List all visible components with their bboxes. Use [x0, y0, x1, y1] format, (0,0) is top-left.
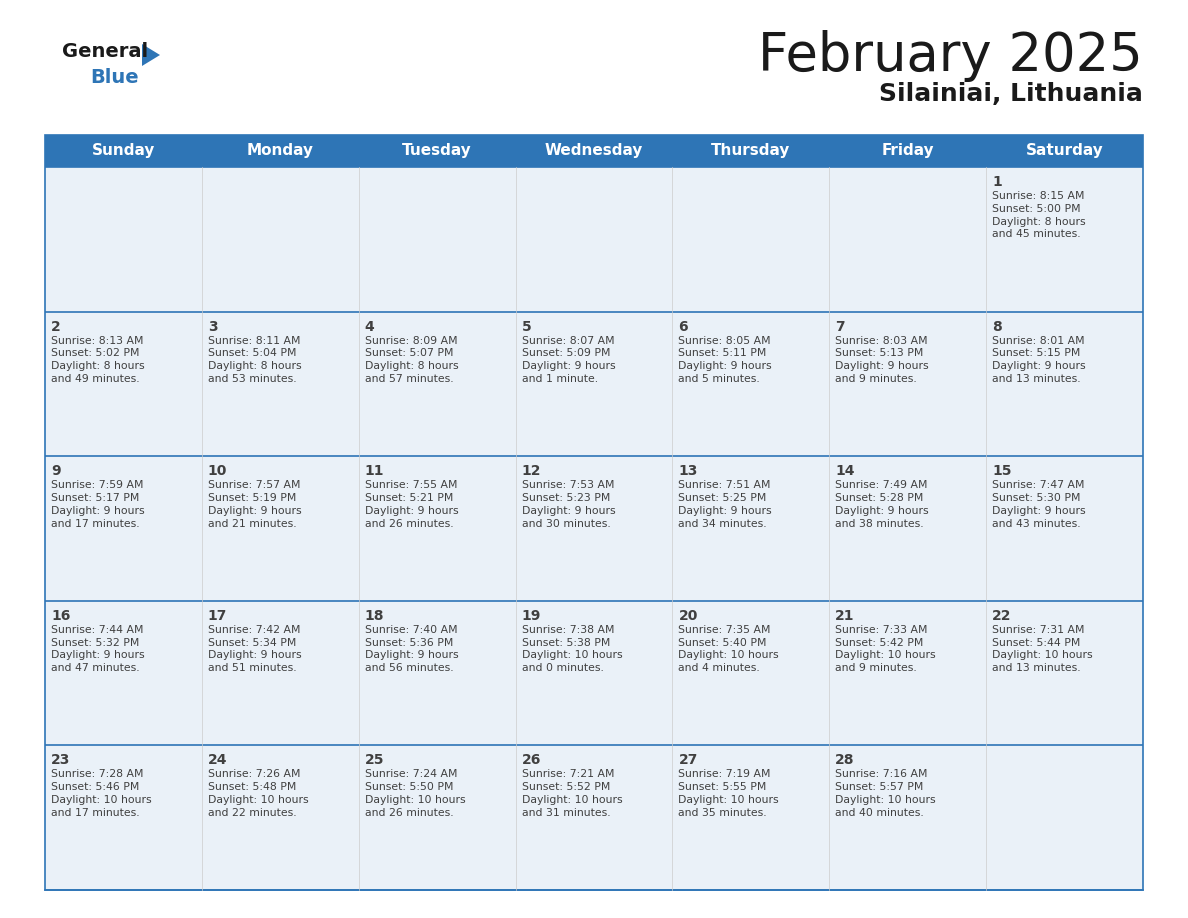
Text: Sunrise: 8:07 AM
Sunset: 5:09 PM
Daylight: 9 hours
and 1 minute.: Sunrise: 8:07 AM Sunset: 5:09 PM Dayligh… — [522, 336, 615, 384]
Text: Saturday: Saturday — [1025, 143, 1104, 159]
Text: Sunrise: 7:31 AM
Sunset: 5:44 PM
Daylight: 10 hours
and 13 minutes.: Sunrise: 7:31 AM Sunset: 5:44 PM Dayligh… — [992, 625, 1093, 673]
Text: 13: 13 — [678, 465, 697, 478]
Bar — [45, 600, 1143, 745]
Text: 20: 20 — [678, 609, 697, 622]
Text: 3: 3 — [208, 319, 217, 333]
Text: Sunrise: 7:55 AM
Sunset: 5:21 PM
Daylight: 9 hours
and 26 minutes.: Sunrise: 7:55 AM Sunset: 5:21 PM Dayligh… — [365, 480, 459, 529]
Text: 17: 17 — [208, 609, 227, 622]
Polygon shape — [143, 44, 160, 66]
Text: Sunrise: 7:40 AM
Sunset: 5:36 PM
Daylight: 9 hours
and 56 minutes.: Sunrise: 7:40 AM Sunset: 5:36 PM Dayligh… — [365, 625, 459, 673]
Text: Sunrise: 8:01 AM
Sunset: 5:15 PM
Daylight: 9 hours
and 13 minutes.: Sunrise: 8:01 AM Sunset: 5:15 PM Dayligh… — [992, 336, 1086, 384]
Text: Tuesday: Tuesday — [403, 143, 472, 159]
Text: Sunrise: 7:16 AM
Sunset: 5:57 PM
Daylight: 10 hours
and 40 minutes.: Sunrise: 7:16 AM Sunset: 5:57 PM Dayligh… — [835, 769, 936, 818]
Text: Sunrise: 7:35 AM
Sunset: 5:40 PM
Daylight: 10 hours
and 4 minutes.: Sunrise: 7:35 AM Sunset: 5:40 PM Dayligh… — [678, 625, 779, 673]
Text: Blue: Blue — [90, 68, 139, 87]
Text: Sunrise: 7:49 AM
Sunset: 5:28 PM
Daylight: 9 hours
and 38 minutes.: Sunrise: 7:49 AM Sunset: 5:28 PM Dayligh… — [835, 480, 929, 529]
Text: 8: 8 — [992, 319, 1001, 333]
Text: 10: 10 — [208, 465, 227, 478]
Text: 4: 4 — [365, 319, 374, 333]
Bar — [45, 311, 1143, 456]
Text: Sunrise: 8:05 AM
Sunset: 5:11 PM
Daylight: 9 hours
and 5 minutes.: Sunrise: 8:05 AM Sunset: 5:11 PM Dayligh… — [678, 336, 772, 384]
Bar — [45, 167, 1143, 311]
Text: General: General — [62, 42, 148, 61]
Text: Sunrise: 7:47 AM
Sunset: 5:30 PM
Daylight: 9 hours
and 43 minutes.: Sunrise: 7:47 AM Sunset: 5:30 PM Dayligh… — [992, 480, 1086, 529]
Bar — [45, 135, 1143, 167]
Text: February 2025: February 2025 — [758, 30, 1143, 82]
Text: Sunrise: 8:09 AM
Sunset: 5:07 PM
Daylight: 8 hours
and 57 minutes.: Sunrise: 8:09 AM Sunset: 5:07 PM Dayligh… — [365, 336, 459, 384]
Text: 12: 12 — [522, 465, 541, 478]
Text: 11: 11 — [365, 465, 384, 478]
Text: 25: 25 — [365, 754, 384, 767]
Text: 19: 19 — [522, 609, 541, 622]
Text: Sunrise: 7:51 AM
Sunset: 5:25 PM
Daylight: 9 hours
and 34 minutes.: Sunrise: 7:51 AM Sunset: 5:25 PM Dayligh… — [678, 480, 772, 529]
Text: 6: 6 — [678, 319, 688, 333]
Text: Monday: Monday — [247, 143, 314, 159]
Text: Wednesday: Wednesday — [545, 143, 643, 159]
Text: 27: 27 — [678, 754, 697, 767]
Text: 23: 23 — [51, 754, 70, 767]
Bar — [45, 135, 1143, 890]
Text: Thursday: Thursday — [712, 143, 790, 159]
Text: Sunrise: 7:26 AM
Sunset: 5:48 PM
Daylight: 10 hours
and 22 minutes.: Sunrise: 7:26 AM Sunset: 5:48 PM Dayligh… — [208, 769, 309, 818]
Text: Sunrise: 8:15 AM
Sunset: 5:00 PM
Daylight: 8 hours
and 45 minutes.: Sunrise: 8:15 AM Sunset: 5:00 PM Dayligh… — [992, 191, 1086, 240]
Text: 2: 2 — [51, 319, 61, 333]
Text: Sunrise: 7:38 AM
Sunset: 5:38 PM
Daylight: 10 hours
and 0 minutes.: Sunrise: 7:38 AM Sunset: 5:38 PM Dayligh… — [522, 625, 623, 673]
Text: Friday: Friday — [881, 143, 934, 159]
Text: 28: 28 — [835, 754, 855, 767]
Text: Sunrise: 7:21 AM
Sunset: 5:52 PM
Daylight: 10 hours
and 31 minutes.: Sunrise: 7:21 AM Sunset: 5:52 PM Dayligh… — [522, 769, 623, 818]
Text: Sunrise: 7:42 AM
Sunset: 5:34 PM
Daylight: 9 hours
and 51 minutes.: Sunrise: 7:42 AM Sunset: 5:34 PM Dayligh… — [208, 625, 302, 673]
Text: 21: 21 — [835, 609, 855, 622]
Text: 24: 24 — [208, 754, 227, 767]
Text: Sunrise: 7:53 AM
Sunset: 5:23 PM
Daylight: 9 hours
and 30 minutes.: Sunrise: 7:53 AM Sunset: 5:23 PM Dayligh… — [522, 480, 615, 529]
Text: 1: 1 — [992, 175, 1001, 189]
Text: Sunrise: 8:13 AM
Sunset: 5:02 PM
Daylight: 8 hours
and 49 minutes.: Sunrise: 8:13 AM Sunset: 5:02 PM Dayligh… — [51, 336, 145, 384]
Text: Silainiai, Lithuania: Silainiai, Lithuania — [879, 82, 1143, 106]
Text: Sunday: Sunday — [91, 143, 156, 159]
Text: 16: 16 — [51, 609, 70, 622]
Text: 26: 26 — [522, 754, 541, 767]
Text: 14: 14 — [835, 465, 855, 478]
Text: Sunrise: 7:59 AM
Sunset: 5:17 PM
Daylight: 9 hours
and 17 minutes.: Sunrise: 7:59 AM Sunset: 5:17 PM Dayligh… — [51, 480, 145, 529]
Text: Sunrise: 8:11 AM
Sunset: 5:04 PM
Daylight: 8 hours
and 53 minutes.: Sunrise: 8:11 AM Sunset: 5:04 PM Dayligh… — [208, 336, 302, 384]
Text: Sunrise: 7:24 AM
Sunset: 5:50 PM
Daylight: 10 hours
and 26 minutes.: Sunrise: 7:24 AM Sunset: 5:50 PM Dayligh… — [365, 769, 466, 818]
Text: Sunrise: 7:19 AM
Sunset: 5:55 PM
Daylight: 10 hours
and 35 minutes.: Sunrise: 7:19 AM Sunset: 5:55 PM Dayligh… — [678, 769, 779, 818]
Text: Sunrise: 7:57 AM
Sunset: 5:19 PM
Daylight: 9 hours
and 21 minutes.: Sunrise: 7:57 AM Sunset: 5:19 PM Dayligh… — [208, 480, 302, 529]
Text: Sunrise: 7:28 AM
Sunset: 5:46 PM
Daylight: 10 hours
and 17 minutes.: Sunrise: 7:28 AM Sunset: 5:46 PM Dayligh… — [51, 769, 152, 818]
Text: 5: 5 — [522, 319, 531, 333]
Bar — [45, 456, 1143, 600]
Text: 18: 18 — [365, 609, 384, 622]
Text: 15: 15 — [992, 465, 1012, 478]
Text: 22: 22 — [992, 609, 1012, 622]
Text: Sunrise: 7:33 AM
Sunset: 5:42 PM
Daylight: 10 hours
and 9 minutes.: Sunrise: 7:33 AM Sunset: 5:42 PM Dayligh… — [835, 625, 936, 673]
Text: Sunrise: 8:03 AM
Sunset: 5:13 PM
Daylight: 9 hours
and 9 minutes.: Sunrise: 8:03 AM Sunset: 5:13 PM Dayligh… — [835, 336, 929, 384]
Bar — [45, 745, 1143, 890]
Text: 7: 7 — [835, 319, 845, 333]
Text: 9: 9 — [51, 465, 61, 478]
Text: Sunrise: 7:44 AM
Sunset: 5:32 PM
Daylight: 9 hours
and 47 minutes.: Sunrise: 7:44 AM Sunset: 5:32 PM Dayligh… — [51, 625, 145, 673]
